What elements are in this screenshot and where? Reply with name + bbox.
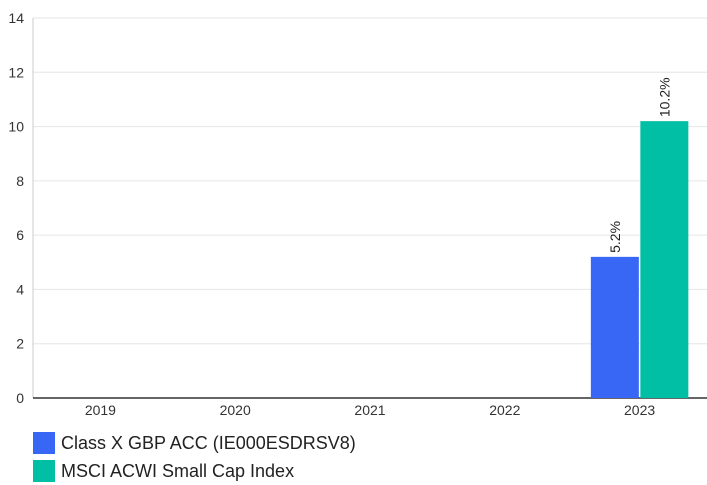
- data-label: 5.2%: [607, 221, 623, 253]
- y-tick-label: 6: [16, 227, 24, 243]
- legend-swatch-class-x: [33, 432, 55, 454]
- x-tick-label: 2022: [489, 402, 520, 418]
- legend-item-class-x: Class X GBP ACC (IE000ESDRSV8): [33, 429, 356, 457]
- data-label: 10.2%: [656, 77, 672, 117]
- x-tick-label: 2019: [85, 402, 116, 418]
- bar: [590, 256, 639, 398]
- chart-svg: 0 2 4 6 8 10 12 14 2019 2020 2021 2022 2023 5.2% 10.2%: [8, 10, 707, 418]
- bar: [640, 121, 689, 399]
- legend-label-msci: MSCI ACWI Small Cap Index: [61, 460, 295, 481]
- x-tick-label: 2021: [354, 402, 385, 418]
- x-tick-label: 2020: [220, 402, 251, 418]
- y-tick-label: 8: [16, 173, 24, 189]
- y-tick-label: 2: [16, 336, 24, 352]
- y-tick-label: 4: [16, 281, 24, 297]
- legend-swatch-msci: [33, 460, 55, 482]
- y-tick-label: 10: [8, 119, 24, 135]
- legend-item-msci: MSCI ACWI Small Cap Index: [33, 457, 356, 485]
- y-tick-label: 0: [16, 390, 24, 406]
- y-tick-label: 14: [8, 10, 24, 26]
- x-tick-label: 2023: [624, 402, 655, 418]
- legend: Class X GBP ACC (IE000ESDRSV8) MSCI ACWI…: [33, 429, 356, 485]
- legend-label-class-x: Class X GBP ACC (IE000ESDRSV8): [61, 432, 356, 453]
- y-tick-label: 12: [8, 64, 24, 80]
